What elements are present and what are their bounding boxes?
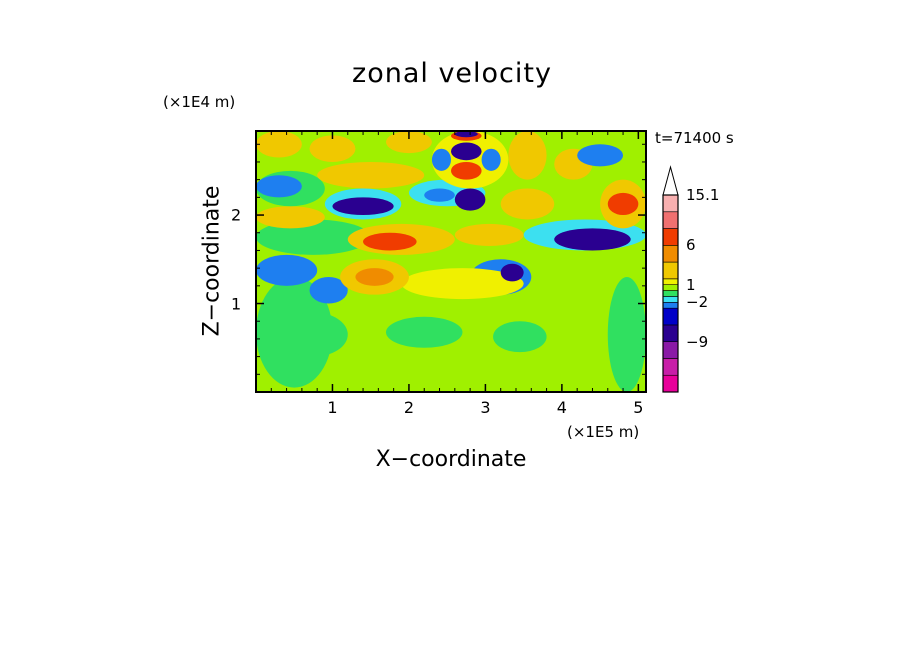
x-tick-label: 3	[480, 398, 491, 417]
contour-region	[451, 142, 482, 161]
x-tick-label: 2	[403, 398, 415, 417]
plot-frame	[255, 130, 647, 393]
colorbar-band	[662, 302, 679, 309]
colorbar-label: 1	[686, 275, 696, 294]
colorbar-band	[662, 228, 679, 246]
contour-region	[424, 188, 455, 202]
contour-region	[508, 131, 547, 180]
colorbar-band	[662, 341, 679, 359]
chart-title: zonal velocity	[352, 58, 552, 89]
colorbar-band	[662, 261, 679, 280]
contour-region	[607, 192, 639, 216]
contour-region	[256, 219, 371, 255]
colorbar-label: −9	[686, 332, 709, 351]
x-tick-label: 1	[327, 398, 338, 417]
contour-region	[454, 131, 478, 138]
contour-region	[607, 276, 646, 392]
colorbar-band	[662, 324, 679, 343]
contour-region	[332, 197, 394, 216]
contour-region	[386, 316, 463, 348]
contour-region	[317, 161, 425, 189]
contour-region	[309, 276, 348, 304]
contour-region	[454, 188, 486, 211]
y-tick-label: 1	[231, 294, 242, 314]
colorbar-band	[662, 296, 679, 303]
y-axis-multiplier: (×1E4 m)	[163, 93, 236, 111]
contour-region	[278, 312, 348, 357]
contour-region	[309, 135, 356, 162]
contour-region	[493, 321, 547, 353]
colorbar-frame	[662, 194, 679, 393]
contour-region	[363, 232, 417, 251]
colorbar-label: 15.1	[686, 186, 720, 204]
colorbar-band	[662, 358, 679, 376]
contour-field	[256, 131, 646, 392]
x-tick-label: 5	[633, 398, 644, 417]
contour-region	[256, 254, 318, 286]
colorbar-band	[662, 290, 679, 297]
contour-region	[256, 131, 302, 158]
contour-region	[451, 161, 482, 180]
contour-region	[256, 206, 325, 229]
contour-region	[386, 131, 432, 154]
colorbar-band	[662, 278, 679, 285]
y-tick-label: 2	[231, 205, 242, 225]
x-tick-label: 4	[556, 398, 567, 417]
x-axis-multiplier: (×1E5 m)	[567, 423, 640, 441]
colorbar-label: 6	[686, 236, 696, 255]
contour-region	[401, 268, 524, 300]
colorbar-band	[662, 194, 679, 213]
contour-region	[577, 144, 624, 167]
contour-region	[481, 148, 501, 171]
contour-region	[355, 268, 394, 286]
colorbar-band	[662, 211, 679, 229]
colorbar-band	[662, 307, 679, 326]
colorbar-extend-triangle	[662, 165, 679, 196]
colorbar-label: −2	[686, 293, 709, 312]
colorbar-band	[662, 374, 679, 393]
contour-region	[454, 223, 524, 247]
contour-region	[500, 188, 555, 220]
colorbar-band	[662, 284, 679, 291]
contour-region	[554, 228, 631, 251]
contour-region	[256, 175, 302, 198]
colorbar-band	[662, 244, 679, 263]
contour-region	[431, 148, 451, 171]
time-label: t=71400 s	[655, 129, 734, 147]
contour-region	[500, 263, 524, 282]
x-axis-label: X−coordinate	[375, 447, 527, 472]
